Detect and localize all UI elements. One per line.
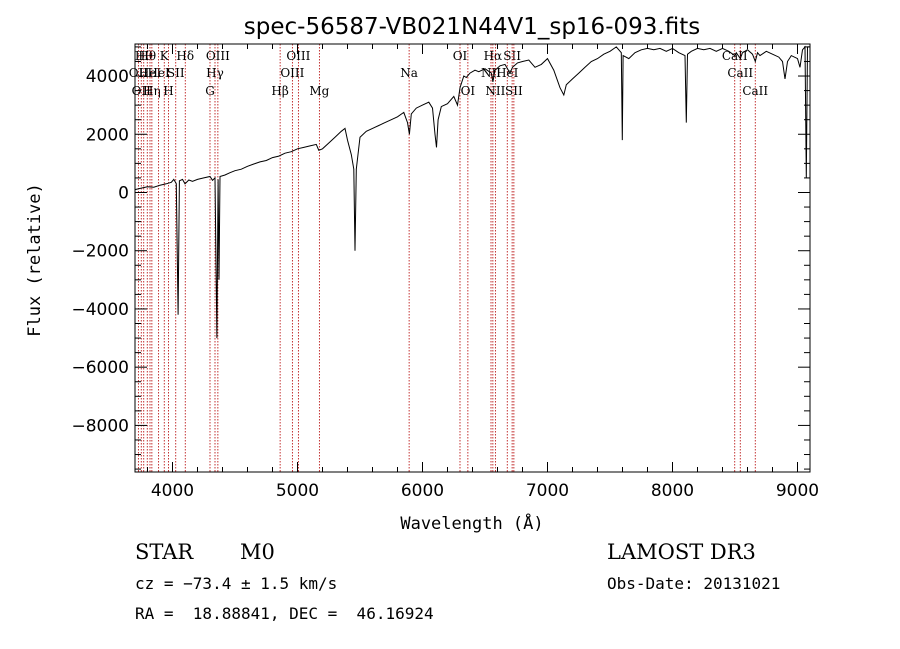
marker-label-19: OI [453, 49, 468, 63]
marker-label-12: Hγ [206, 66, 224, 80]
obs-date: Obs-Date: 20131021 [607, 574, 781, 593]
spectrum-chart: OIIOIIHθHθHeIHηHeIKHSIIHδGHγOIIIHβOIIIOI… [25, 14, 819, 534]
y-axis-label: Flux (relative) [25, 183, 45, 337]
marker-label-16: OIII [286, 49, 310, 63]
marker-label-17: Mg [309, 84, 329, 98]
marker-label-8: H [163, 84, 173, 98]
marker-label-5: Hη [143, 84, 161, 98]
marker-label-15: OIII [280, 66, 304, 80]
marker-label-26: SII [505, 84, 523, 98]
series-line-0 [134, 45, 810, 339]
x-tick-label-4: 8000 [651, 481, 694, 501]
x-tick-label-3: 7000 [526, 481, 569, 501]
x-tick-label-0: 4000 [151, 481, 194, 501]
plot-frame [134, 43, 811, 473]
marker-label-13: OIII [206, 49, 230, 63]
marker-label-18: Na [400, 66, 418, 80]
y-tick-label-2: −4000 [71, 300, 129, 320]
y-tick-label-3: −2000 [71, 242, 129, 262]
series-layer [134, 45, 810, 339]
marker-label-24: HeI [496, 66, 519, 80]
object-class: STAR [135, 540, 194, 564]
x-tick-label-1: 5000 [276, 481, 319, 501]
chart-title: spec-56587-VB021N44V1_sp16-093.fits [244, 14, 700, 40]
y-tick-label-0: −8000 [71, 416, 129, 436]
y-tick-label-6: 4000 [86, 67, 129, 87]
x-tick-label-2: 6000 [401, 481, 444, 501]
x-tick-label-5: 9000 [776, 481, 819, 501]
y-tick-label-1: −6000 [71, 358, 129, 378]
y-tick-label-5: 2000 [86, 125, 129, 145]
line-markers: OIIOIIHθHθHeIHηHeIKHSIIHδGHγOIIIHβOIIIOI… [129, 44, 768, 472]
x-axis-label: Wavelength (Å) [400, 512, 543, 534]
marker-label-14: Hβ [271, 84, 288, 98]
marker-label-25: SII [503, 49, 521, 63]
marker-label-22: Hα [484, 49, 503, 63]
ra-dec: RA = 18.88841, DEC = 46.16924 [135, 604, 434, 623]
axis-ticks: 4000 5000 6000 7000 8000 9000 −8000 −6000 −4000 −… [71, 44, 819, 501]
marker-label-29: CaII [742, 84, 768, 98]
redshift-cz: cz = −73.4 ± 1.5 km/s [135, 574, 338, 593]
marker-label-7: K [160, 49, 170, 63]
marker-label-28: CaII [727, 66, 753, 80]
marker-label-11: G [205, 84, 215, 98]
marker-label-20: OI [461, 84, 476, 98]
marker-label-1: OII [132, 84, 152, 98]
marker-label-9: SII [167, 66, 185, 80]
y-tick-label-4: 0 [118, 183, 129, 203]
marker-label-2: Hθ [135, 49, 153, 63]
survey-name: LAMOST DR3 [607, 540, 756, 564]
marker-label-3: Hθ [138, 49, 156, 63]
object-subclass: M0 [240, 540, 275, 564]
marker-label-23: NII [485, 84, 505, 98]
marker-label-10: Hδ [176, 49, 194, 63]
